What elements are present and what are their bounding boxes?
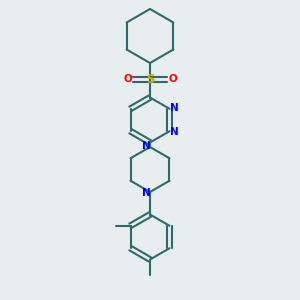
Text: N: N [142,141,151,151]
Text: N: N [169,127,178,137]
Text: N: N [142,188,151,198]
Text: N: N [169,103,178,113]
Text: O: O [123,74,132,85]
Text: O: O [168,74,177,85]
Text: S: S [146,73,154,86]
